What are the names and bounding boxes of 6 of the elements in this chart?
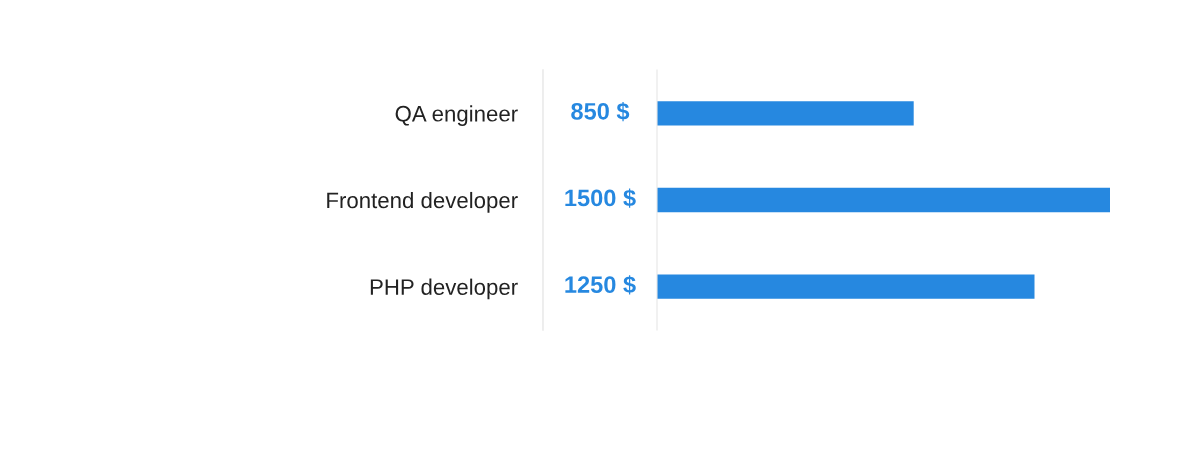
- y-tick-label: QA engineer: [395, 105, 518, 126]
- data-label: 1250 $: [565, 275, 636, 295]
- data-label: 850 $: [571, 101, 630, 122]
- y-tick-label: PHP developer: [370, 278, 518, 300]
- data-label: 1500 $: [565, 188, 636, 208]
- y-tick-label: Frontend developer: [327, 191, 518, 213]
